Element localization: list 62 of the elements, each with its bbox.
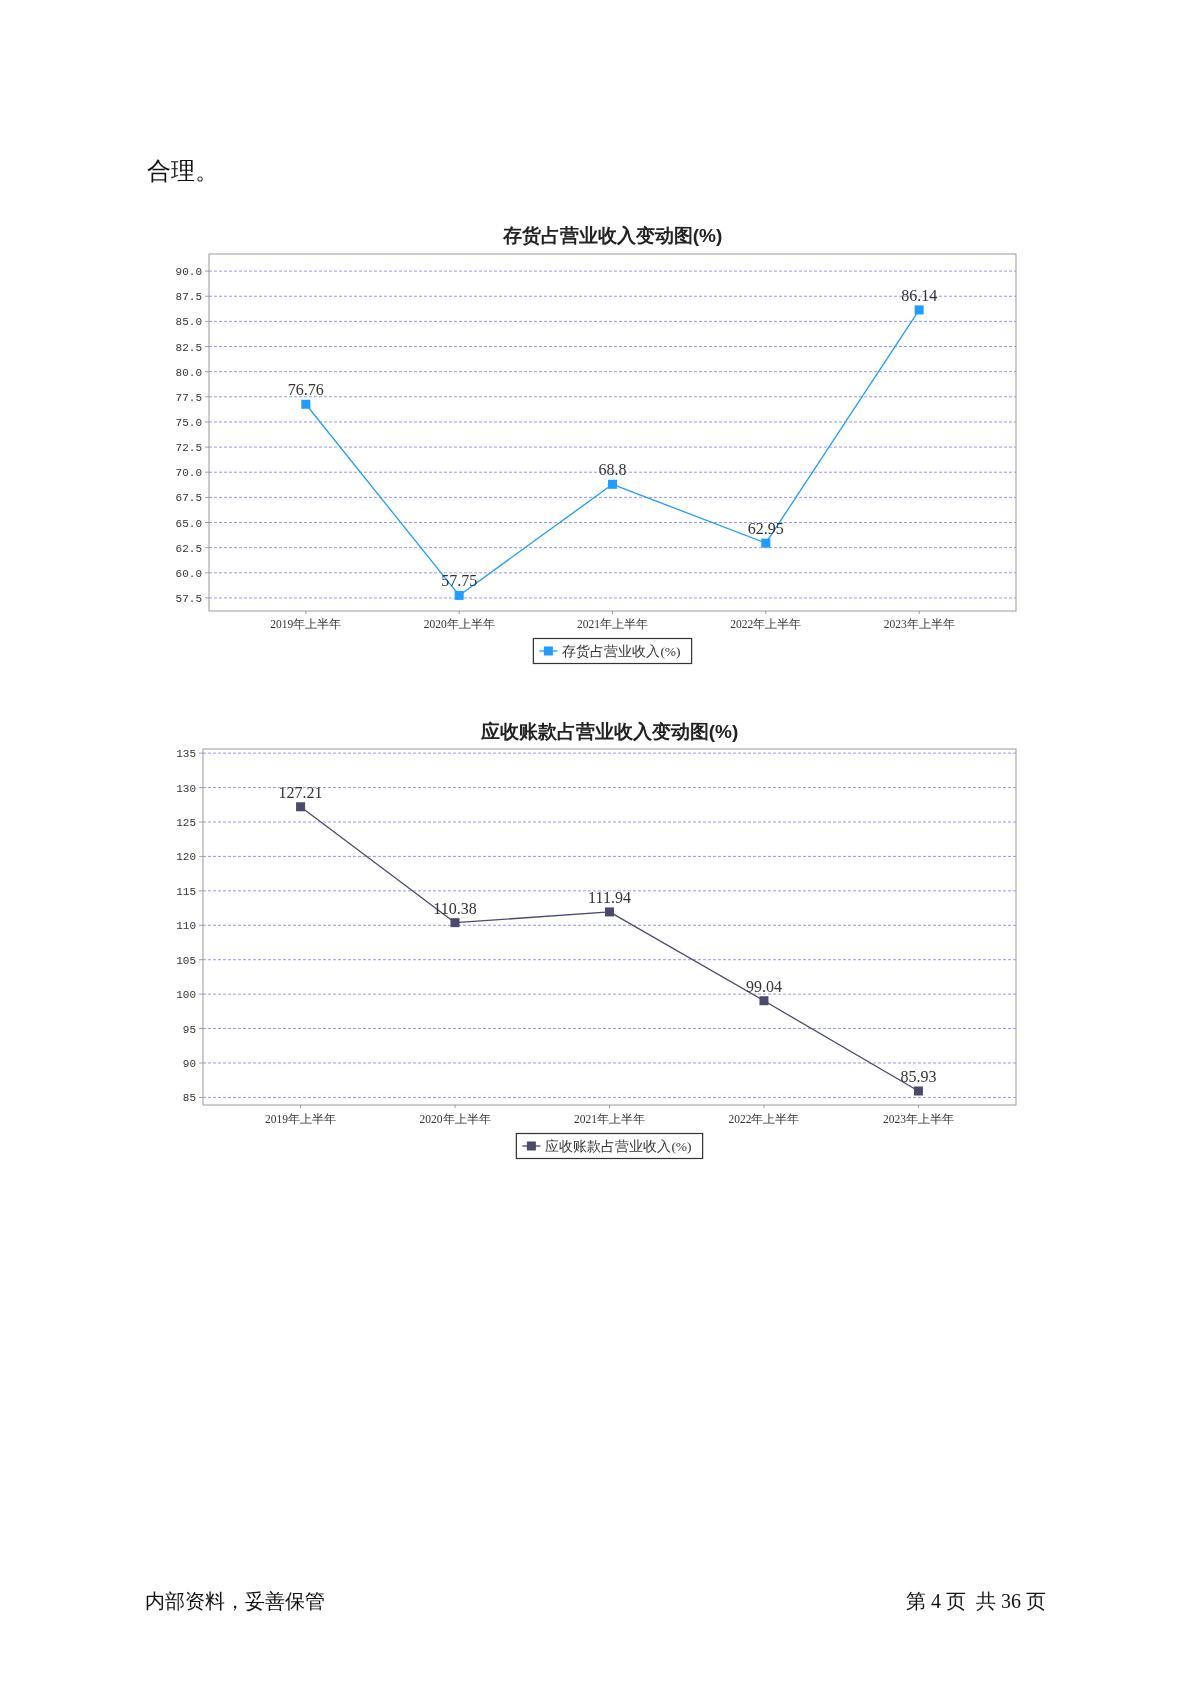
text: 第 4 页 共 36 页 xyxy=(906,1590,1046,1612)
y-tick-label: 80.0 xyxy=(175,366,202,379)
legend: 应收账款占营业收入(%) xyxy=(515,1132,704,1160)
x-tick-label: 2021年上半年 xyxy=(577,618,648,630)
legend-label: 应收账款占营业收入(%) xyxy=(545,1139,692,1154)
point xyxy=(913,1086,923,1096)
y-tick-label: 110 xyxy=(176,920,196,933)
text: 合理。 xyxy=(147,158,219,184)
x-tick-label: 2022年上半年 xyxy=(728,1113,800,1125)
y-tick-label: 62.5 xyxy=(175,542,202,555)
point xyxy=(761,538,771,548)
x-tick-label: 2022年上半年 xyxy=(730,618,802,630)
point xyxy=(759,996,769,1006)
y-tick-label: 85.0 xyxy=(175,316,202,329)
data-label: 76.76 xyxy=(287,381,324,399)
point xyxy=(450,918,460,928)
y-tick-label: 135 xyxy=(176,748,196,761)
point xyxy=(296,802,306,812)
y-tick-label: 90 xyxy=(182,1058,196,1070)
point xyxy=(301,399,311,409)
y-tick-label: 57.5 xyxy=(175,592,202,605)
y-tick-label: 60.0 xyxy=(175,567,202,580)
y-tick-label: 87.5 xyxy=(175,291,202,304)
data-label: 110.38 xyxy=(433,899,477,917)
y-tick-label: 82.5 xyxy=(175,341,202,354)
data-label: 85.93 xyxy=(900,1068,937,1086)
point xyxy=(605,907,614,917)
y-tick-label: 85 xyxy=(182,1092,196,1105)
y-tick-label: 115 xyxy=(176,885,196,898)
x-tick-label: 2020年上半年 xyxy=(419,1113,491,1125)
point xyxy=(454,590,464,600)
y-tick-label: 77.5 xyxy=(175,391,202,404)
legend: 存货占营业收入(%) xyxy=(532,637,693,665)
y-tick-label: 120 xyxy=(176,851,196,864)
x-tick-label: 2020年上半年 xyxy=(423,618,495,630)
x-tick-label: 2019年上半年 xyxy=(270,618,342,630)
text: 内部资料，妥善保管 xyxy=(145,1590,325,1612)
y-tick-label: 72.5 xyxy=(175,442,202,455)
chart-title: 存货占营业收入变动图(%) xyxy=(501,225,723,246)
data-label: 127.21 xyxy=(278,783,323,801)
x-tick-label: 2023年上半年 xyxy=(882,1113,954,1125)
y-tick-label: 95 xyxy=(182,1023,196,1036)
y-tick-label: 90.0 xyxy=(175,266,202,279)
y-tick-label: 105 xyxy=(176,954,196,967)
y-tick-label: 70.0 xyxy=(175,467,202,480)
data-label: 68.8 xyxy=(598,461,627,479)
point xyxy=(914,305,924,315)
y-tick-label: 130 xyxy=(176,782,196,795)
data-label: 111.94 xyxy=(588,888,631,906)
x-tick-label: 2023年上半年 xyxy=(883,618,955,630)
data-label: 99.04 xyxy=(745,977,782,995)
x-tick-label: 2021年上半年 xyxy=(574,1113,645,1125)
y-tick-label: 75.0 xyxy=(175,416,202,429)
y-tick-label: 125 xyxy=(176,816,196,829)
chart-title: 应收账款占营业收入变动图(%) xyxy=(479,721,739,742)
point xyxy=(608,479,617,489)
legend-label: 存货占营业收入(%) xyxy=(562,644,681,659)
data-label: 86.14 xyxy=(901,286,938,304)
x-tick-label: 2019年上半年 xyxy=(265,1113,337,1125)
y-tick-label: 65.0 xyxy=(175,517,202,530)
y-tick-label: 67.5 xyxy=(175,492,202,505)
y-tick-label: 100 xyxy=(176,989,196,1002)
